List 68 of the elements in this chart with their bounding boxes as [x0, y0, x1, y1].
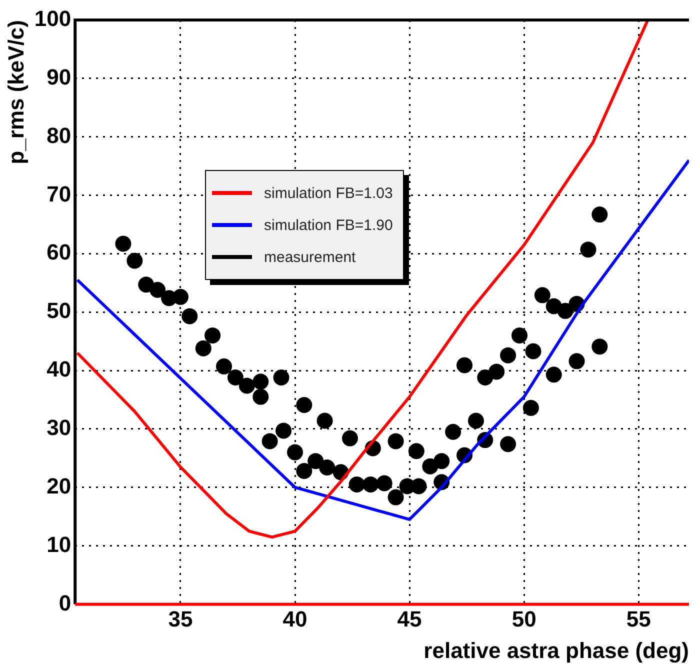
y-tick-label: 70	[46, 181, 72, 206]
y-tick-label: 100	[34, 6, 72, 32]
point	[410, 478, 427, 494]
point	[388, 489, 404, 506]
point	[522, 400, 539, 416]
x-tick-label: 40	[282, 606, 308, 632]
point	[273, 370, 290, 386]
point	[195, 340, 212, 356]
point	[468, 412, 484, 429]
point	[408, 443, 424, 460]
point	[319, 459, 336, 476]
x-tick-label: 35	[168, 606, 193, 632]
point	[348, 476, 365, 492]
point	[227, 370, 244, 386]
x-tick-label: 50	[512, 606, 536, 632]
point	[592, 206, 608, 223]
y-tick-label: 80	[46, 122, 72, 148]
point	[252, 388, 269, 405]
point	[342, 430, 358, 446]
y-tick-label: 90	[46, 64, 72, 90]
legend-label: simulation FB=1.90	[264, 216, 393, 234]
point	[557, 302, 574, 319]
point	[126, 252, 143, 269]
point	[434, 453, 450, 470]
point	[546, 366, 562, 383]
point	[296, 463, 312, 480]
point	[287, 444, 304, 460]
point	[456, 357, 473, 374]
point	[296, 396, 312, 413]
legend-label: simulation FB=1.03	[264, 184, 393, 202]
y-tick-label: 20	[46, 473, 72, 498]
point	[115, 236, 132, 252]
point	[568, 353, 585, 370]
point	[182, 308, 198, 324]
point	[445, 424, 462, 440]
point	[172, 288, 188, 305]
point	[216, 358, 232, 374]
y-tick-label: 40	[46, 356, 72, 382]
point	[534, 287, 550, 304]
point	[204, 327, 221, 344]
point	[276, 422, 292, 439]
point	[511, 327, 528, 344]
point	[150, 282, 166, 298]
point	[488, 364, 505, 380]
y-tick-label: 50	[46, 298, 72, 324]
point	[376, 475, 392, 492]
y-tick-label: 60	[46, 240, 72, 265]
point	[362, 476, 379, 492]
y-tick-label: 10	[46, 532, 72, 557]
point	[238, 378, 255, 394]
point	[525, 343, 542, 360]
point	[316, 412, 333, 429]
point	[262, 433, 278, 450]
x-tick-label: 45	[397, 606, 422, 632]
y-tick-label: 30	[46, 415, 72, 440]
point	[580, 242, 596, 258]
legend-label: measurement	[264, 248, 356, 266]
x-axis-title: relative astra phase (deg)	[424, 638, 689, 663]
point	[308, 453, 324, 470]
point	[500, 347, 516, 364]
point	[388, 433, 404, 450]
point	[500, 436, 516, 452]
point	[592, 338, 608, 355]
point	[477, 370, 494, 386]
y-axis-title: p_rms (keV/c)	[3, 20, 28, 164]
point	[252, 374, 269, 390]
x-tick-label: 55	[626, 606, 651, 632]
y-tick-label: 0	[58, 590, 72, 616]
